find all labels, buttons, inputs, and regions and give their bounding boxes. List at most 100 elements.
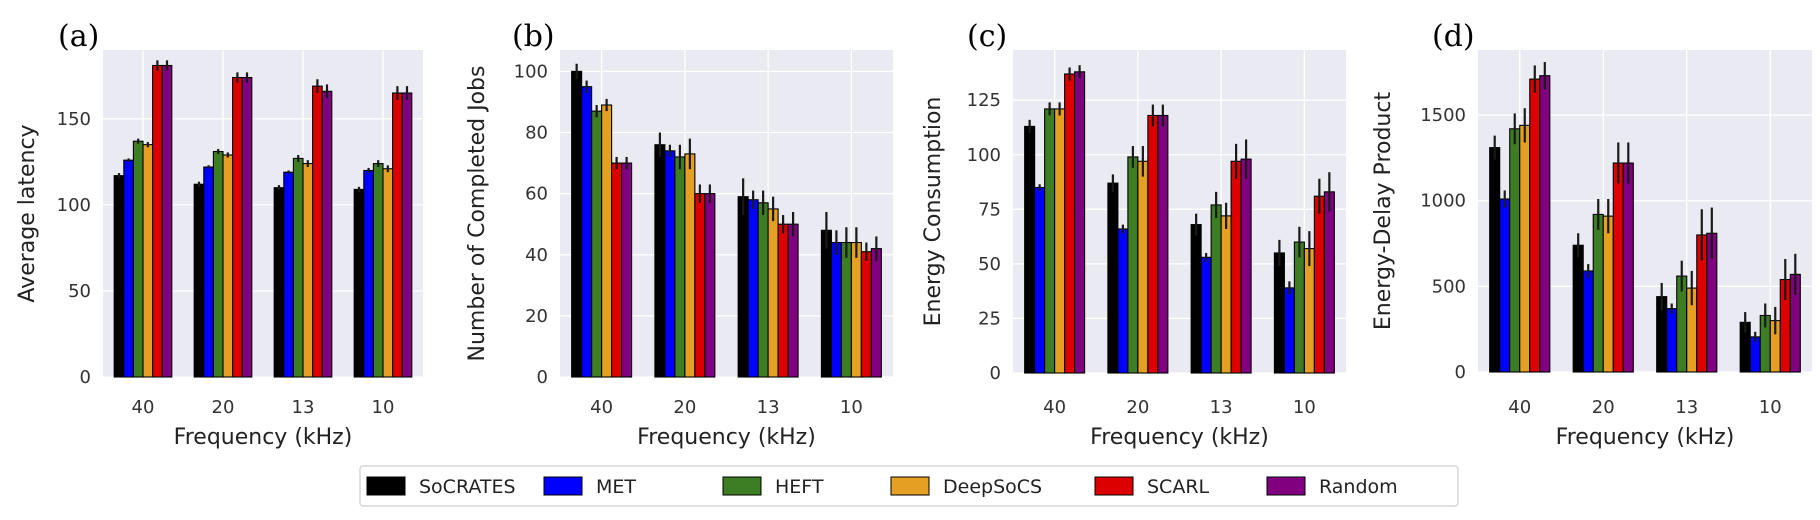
x-tick-label: 40	[590, 397, 613, 418]
x-tick-label: 20	[673, 397, 696, 418]
x-tick-label: 10	[372, 397, 395, 418]
x-tick-label: 13	[1210, 397, 1233, 418]
bar-socrates-10	[353, 188, 365, 378]
panel-label: (a)	[58, 19, 99, 54]
bar-socrates-40	[1024, 125, 1036, 374]
bar-random-20	[1157, 114, 1169, 374]
bar-scarl-13	[312, 85, 323, 378]
y-tick-label: 125	[967, 90, 1001, 111]
y-axis-label: Energy-Delay Product	[1371, 92, 1396, 331]
bar-deepsocs-20	[1602, 215, 1614, 373]
bar-socrates-20	[1572, 244, 1584, 373]
legend-swatch	[722, 476, 762, 496]
bar-socrates-13	[737, 196, 749, 378]
bar-met-20	[1582, 270, 1594, 373]
bar-deepsocs-20	[684, 153, 696, 378]
x-tick-label: 20	[1592, 397, 1615, 418]
panel-label: (c)	[967, 19, 1007, 54]
bar-met-13	[1666, 308, 1678, 373]
y-tick-label: 50	[978, 254, 1001, 275]
bar-random-40	[1539, 75, 1551, 373]
bar-met-10	[363, 169, 374, 378]
bar-socrates-13	[273, 187, 285, 378]
bar-scarl-40	[152, 64, 163, 378]
legend-item-socrates: SoCRATES	[366, 476, 516, 498]
bar-heft-10	[1293, 241, 1305, 374]
bar-random-10	[401, 92, 413, 378]
y-tick-label: 500	[1432, 276, 1466, 297]
chart-panel-b: 0 20 40 60 80 100 40 20 13 10 Frequency (kHz) Numbe…	[465, 19, 893, 450]
bar-met-20	[203, 166, 214, 378]
bar-met-10	[830, 241, 842, 378]
y-tick-label: 75	[978, 199, 1001, 220]
x-axis-label: Frequency (kHz)	[174, 425, 353, 450]
y-tick-label: 100	[514, 61, 548, 82]
bar-random-13	[1240, 158, 1252, 374]
bar-heft-13	[1210, 204, 1222, 374]
bar-scarl-20	[232, 76, 243, 378]
legend-swatch	[1266, 476, 1306, 496]
bar-socrates-40	[1489, 147, 1501, 373]
bar-deepsocs-40	[1054, 108, 1066, 374]
y-axis-label: Energy Consumption	[921, 97, 946, 327]
y-tick-label: 1000	[1420, 191, 1466, 212]
bar-met-20	[1117, 228, 1129, 374]
bar-heft-40	[1044, 108, 1056, 374]
bar-heft-20	[1592, 213, 1604, 373]
chart-panel-d: 0 500 1000 1500 40 20 13 10 Frequency (kHz) Energ…	[1371, 19, 1812, 450]
x-axis-label: Frequency (kHz)	[637, 425, 816, 450]
legend-label: DeepSoCS	[943, 476, 1042, 498]
x-tick-label: 40	[1508, 397, 1531, 418]
legend-item-random: Random	[1266, 476, 1398, 498]
bar-socrates-40	[113, 175, 125, 378]
legend-swatch	[890, 476, 930, 496]
bar-heft-10	[372, 163, 384, 378]
y-tick-label: 100	[967, 145, 1001, 166]
x-tick-label: 40	[132, 397, 155, 418]
x-axis-label: Frequency (kHz)	[1556, 425, 1735, 450]
bar-deepsocs-13	[302, 163, 314, 378]
y-tick-label: 60	[525, 184, 548, 205]
x-tick-label: 10	[1759, 397, 1782, 418]
x-tick-label: 13	[757, 397, 780, 418]
bar-met-13	[283, 171, 294, 378]
bar-heft-40	[132, 140, 144, 378]
bar-random-20	[241, 76, 253, 378]
bar-socrates-10	[820, 229, 832, 378]
bar-scarl-20	[1147, 114, 1159, 374]
bar-scarl-10	[1313, 195, 1325, 374]
bar-random-10	[870, 248, 882, 378]
y-tick-label: 40	[525, 245, 548, 266]
bar-met-10	[1283, 287, 1295, 374]
bar-met-40	[581, 86, 593, 378]
bar-scarl-20	[1612, 162, 1624, 373]
bar-socrates-13	[1190, 224, 1202, 374]
bar-socrates-20	[1107, 182, 1119, 374]
bar-socrates-40	[571, 70, 583, 378]
bar-scarl-13	[1230, 160, 1242, 374]
legend-label: Random	[1319, 476, 1398, 498]
y-axis-label: Number of Completed Jobs	[465, 66, 490, 362]
bar-random-20	[704, 193, 716, 378]
panel-label: (b)	[512, 19, 555, 54]
bar-met-13	[747, 199, 759, 378]
x-tick-label: 20	[1126, 397, 1149, 418]
bar-deepsocs-10	[1303, 248, 1315, 374]
y-tick-label: 0	[80, 367, 91, 388]
legend-swatch	[543, 476, 583, 496]
bar-scarl-40	[611, 162, 623, 378]
bar-deepsocs-40	[142, 144, 154, 378]
bar-deepsocs-40	[601, 104, 613, 378]
bar-random-40	[1074, 71, 1086, 374]
legend-label: SCARL	[1147, 476, 1210, 498]
bar-heft-40	[591, 110, 603, 378]
legend-swatch	[1094, 476, 1134, 496]
legend-item-scarl: SCARL	[1094, 476, 1210, 498]
y-tick-label: 150	[57, 109, 91, 130]
bar-heft-20	[674, 156, 686, 378]
bar-deepsocs-40	[1519, 124, 1531, 373]
legend-item-heft: HEFT	[722, 476, 824, 498]
bar-random-13	[321, 90, 333, 378]
y-tick-label: 1500	[1420, 105, 1466, 126]
